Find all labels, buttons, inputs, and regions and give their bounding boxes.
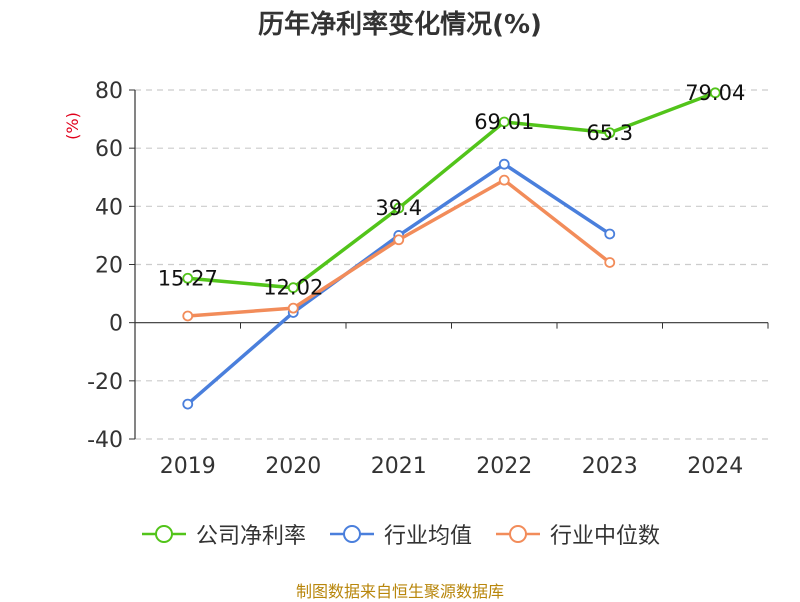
legend-item: 公司净利率 xyxy=(140,518,306,550)
data-point xyxy=(604,228,616,240)
data-label: 65.3 xyxy=(586,121,633,145)
legend-item: 行业均值 xyxy=(328,518,472,550)
legend-marker-icon xyxy=(141,525,186,543)
y-tick-label: -20 xyxy=(87,370,123,395)
y-tick-label: 80 xyxy=(95,79,123,104)
data-point xyxy=(498,116,510,128)
y-axis-unit-label: (%) xyxy=(63,112,82,140)
data-point xyxy=(182,272,194,284)
legend-label: 行业中位数 xyxy=(550,524,661,549)
data-point xyxy=(498,174,510,186)
x-tick-label: 2022 xyxy=(476,454,532,479)
data-point xyxy=(498,158,510,170)
x-tick-label: 2019 xyxy=(160,454,216,479)
legend-label: 行业均值 xyxy=(383,524,472,549)
y-tick-label: 40 xyxy=(95,195,123,220)
legend-label: 公司净利率 xyxy=(195,524,306,549)
x-tick-label: 2020 xyxy=(265,454,321,479)
data-label: 15.27 xyxy=(158,266,218,290)
data-label: 39.4 xyxy=(375,196,422,220)
data-point xyxy=(182,310,194,322)
y-tick-label: 0 xyxy=(109,312,123,337)
data-point xyxy=(393,202,405,214)
data-point xyxy=(393,234,405,246)
data-point xyxy=(182,398,194,410)
legend-marker-icon xyxy=(329,525,374,543)
x-tick-label: 2023 xyxy=(582,454,638,479)
chart-title: 历年净利率变化情况(%) xyxy=(258,10,542,40)
data-point xyxy=(287,282,299,294)
x-tick-label: 2024 xyxy=(687,454,743,479)
data-label: 69.01 xyxy=(474,110,534,134)
data-point xyxy=(709,87,721,99)
data-point xyxy=(287,302,299,314)
y-tick-label: 20 xyxy=(95,254,123,279)
data-label: 79.04 xyxy=(685,81,745,105)
data-label: 12.02 xyxy=(263,276,323,300)
source-note: 制图数据来自恒生聚源数据库 xyxy=(295,582,504,601)
series-line xyxy=(187,91,716,290)
y-tick-label: 60 xyxy=(95,137,123,162)
data-point xyxy=(604,257,616,268)
legend: 公司净利率 行业均值 行业中位数 xyxy=(0,518,800,550)
legend-item: 行业中位数 xyxy=(494,518,660,550)
x-tick-label: 2021 xyxy=(371,454,427,479)
legend-marker-icon xyxy=(496,525,540,543)
data-point xyxy=(604,127,616,139)
y-tick-label: -40 xyxy=(87,428,123,453)
